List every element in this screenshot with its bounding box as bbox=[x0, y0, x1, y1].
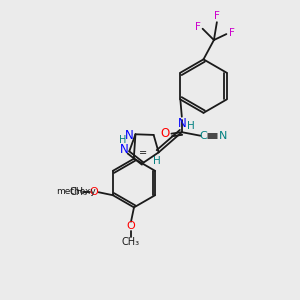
Text: N: N bbox=[124, 129, 133, 142]
Text: =: = bbox=[139, 148, 147, 158]
Text: O: O bbox=[160, 127, 170, 140]
Text: H: H bbox=[119, 135, 127, 145]
Text: H: H bbox=[188, 121, 195, 130]
Text: F: F bbox=[195, 22, 201, 32]
Text: CH₃: CH₃ bbox=[122, 237, 140, 247]
Text: O: O bbox=[89, 187, 98, 197]
Text: O: O bbox=[127, 221, 135, 231]
Text: N: N bbox=[119, 143, 128, 156]
Text: N: N bbox=[177, 117, 186, 130]
Text: H: H bbox=[153, 156, 161, 166]
Text: F: F bbox=[214, 11, 220, 21]
Text: C: C bbox=[200, 131, 207, 141]
Text: methoxy: methoxy bbox=[56, 187, 96, 196]
Text: N: N bbox=[219, 131, 228, 141]
Text: CH₃: CH₃ bbox=[69, 187, 87, 197]
Text: F: F bbox=[229, 28, 235, 38]
